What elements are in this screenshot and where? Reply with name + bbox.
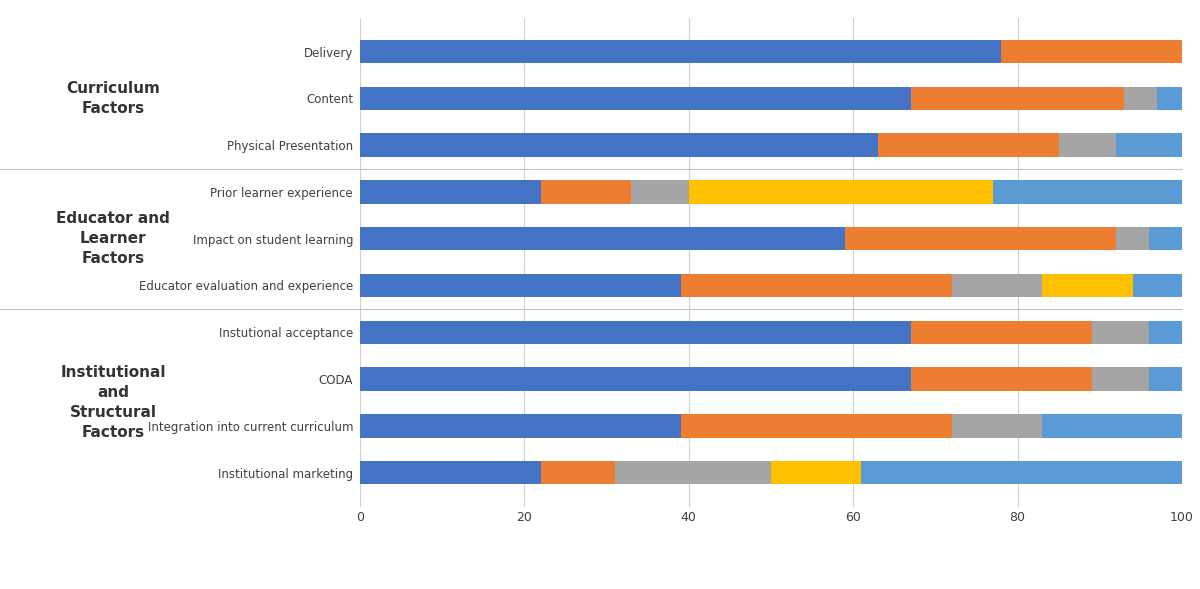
Bar xyxy=(541,180,631,204)
Bar xyxy=(878,134,1058,157)
Bar xyxy=(1001,40,1182,63)
Bar xyxy=(689,180,992,204)
Bar xyxy=(845,227,1116,250)
Bar xyxy=(1058,134,1116,157)
Bar xyxy=(360,87,911,110)
Bar xyxy=(541,461,614,484)
Bar xyxy=(911,320,1092,344)
Bar xyxy=(1150,227,1182,250)
Bar xyxy=(1116,134,1182,157)
Bar xyxy=(360,320,911,344)
Bar xyxy=(680,414,952,438)
Bar xyxy=(360,227,845,250)
Bar xyxy=(1133,274,1182,297)
Bar xyxy=(360,134,878,157)
Bar xyxy=(360,180,541,204)
Bar xyxy=(911,87,1124,110)
Bar xyxy=(1116,227,1150,250)
Bar xyxy=(680,274,952,297)
Text: Curriculum
Factors: Curriculum Factors xyxy=(66,81,161,116)
Bar xyxy=(631,180,689,204)
Bar xyxy=(360,274,680,297)
Bar xyxy=(862,461,1182,484)
Bar xyxy=(1043,414,1182,438)
Bar xyxy=(1092,368,1150,391)
Bar xyxy=(360,414,680,438)
Bar xyxy=(360,40,1001,63)
Bar xyxy=(360,368,911,391)
Bar xyxy=(1150,368,1182,391)
Bar xyxy=(1150,320,1182,344)
Bar xyxy=(1124,87,1157,110)
Bar xyxy=(1092,320,1150,344)
Bar xyxy=(952,274,1043,297)
Bar xyxy=(911,368,1092,391)
Bar xyxy=(1157,87,1182,110)
Bar xyxy=(614,461,772,484)
Text: Institutional
and
Structural
Factors: Institutional and Structural Factors xyxy=(61,365,166,439)
Bar xyxy=(772,461,862,484)
Text: Educator and
Learner
Factors: Educator and Learner Factors xyxy=(56,211,170,266)
Bar xyxy=(360,461,541,484)
Bar xyxy=(1043,274,1133,297)
Bar xyxy=(952,414,1043,438)
Bar xyxy=(992,180,1182,204)
